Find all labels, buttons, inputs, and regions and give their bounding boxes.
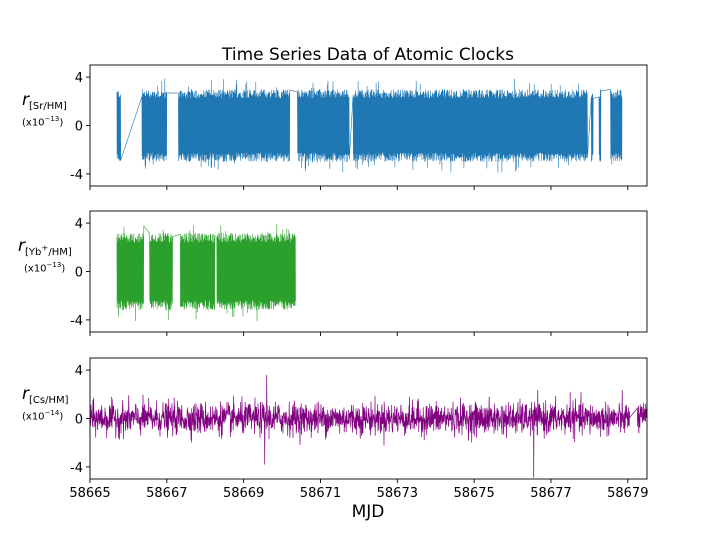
cs-y-scale: (x10−14) [22,409,64,423]
cs-x-tick-label: 58671 [300,486,341,501]
sr-panel: -4 0 4 [70,64,648,190]
yb-y-tick-label: 4 [75,217,83,232]
sr-y-label-sub: [Sr/HM] [29,101,67,112]
cs-y-label-sub: [Cs/HM] [29,395,69,406]
yb-y-label-main: r [18,236,25,256]
cs-x-tick-label: 58669 [223,486,264,501]
cs-y-tick-label: 0 [75,413,83,428]
sr-y-scale: (x10−13) [22,115,64,129]
yb-panel: -4 0 4 [70,210,648,336]
cs-x-tick-label: 58667 [146,486,187,501]
chart-title: Time Series Data of Atomic Clocks [221,45,514,65]
yb-series-line [116,223,296,322]
cs-panel: -4 0 4 58665 58667 58669 58671 58673 58675 58677 5… [69,357,648,501]
sr-y-label: r[Sr/HM] (x10−13) [22,90,67,128]
cs-y-tick-label: -4 [70,461,83,476]
sr-y-tick-label: -4 [70,168,83,183]
cs-x-tick-label: 58677 [530,486,571,501]
sr-y-label-main: r [22,90,29,110]
cs-x-tick-label: 58673 [377,486,418,501]
cs-x-tick-label: 58675 [453,486,494,501]
cs-x-tick-label: 58679 [607,486,648,501]
cs-y-label: r[Cs/HM] (x10−14) [22,384,69,422]
cs-series-line [90,374,647,478]
yb-axes-frame [89,210,648,333]
cs-y-label-main: r [22,384,29,404]
yb-y-label: r[Yb+/HM] (x10−13) [18,236,72,274]
x-axis-label: MJD [352,502,385,522]
sr-y-tick-label: 0 [75,120,83,135]
cs-x-tick-label: 58665 [69,486,110,501]
yb-y-label-sub: [Yb+/HM] [25,242,72,258]
cs-y-tick-label: 4 [75,364,83,379]
yb-y-tick-label: 0 [75,266,83,281]
yb-y-tick-label: -4 [70,314,83,329]
yb-y-scale: (x10−13) [24,261,66,275]
sr-y-tick-label: 4 [75,71,83,86]
sr-series-line [116,78,623,173]
